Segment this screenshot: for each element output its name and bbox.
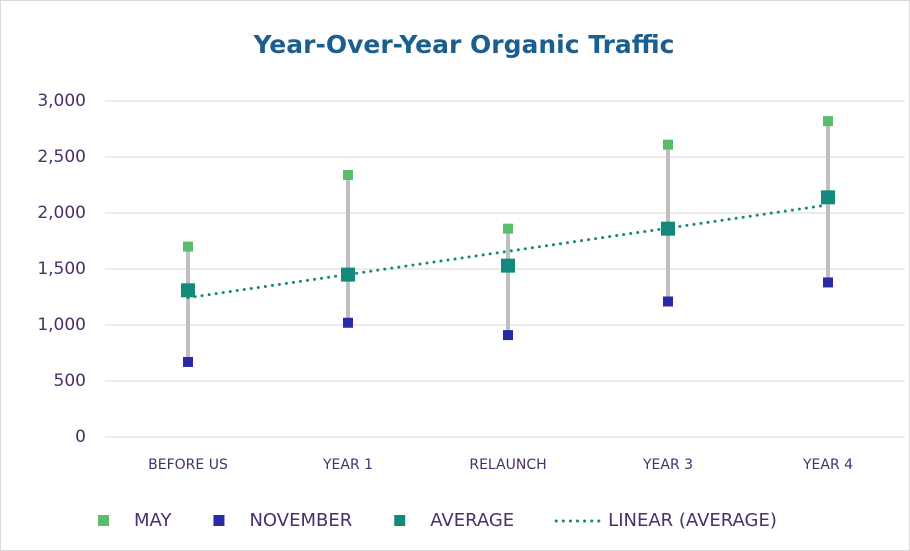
- marker: [341, 267, 355, 282]
- legend-label: AVERAGE: [430, 510, 514, 531]
- marker: [663, 139, 673, 150]
- marker: [343, 169, 353, 180]
- marker: [183, 241, 193, 252]
- x-tick-label: YEAR 1: [322, 457, 373, 473]
- trendline: [186, 204, 824, 300]
- x-tick-label: YEAR 4: [802, 457, 853, 473]
- y-tick-label: 2,500: [37, 147, 86, 167]
- marker: [823, 116, 833, 127]
- legend-swatch: [213, 515, 225, 526]
- marker: [183, 356, 193, 367]
- marker: [503, 330, 513, 341]
- marker: [343, 317, 353, 328]
- legend-swatch: [394, 515, 406, 526]
- legend-label: NOVEMBER: [249, 510, 352, 531]
- y-tick-label: 1,500: [37, 259, 86, 279]
- marker: [663, 296, 673, 307]
- marker: [181, 283, 195, 298]
- y-tick-label: 3,000: [37, 91, 86, 111]
- y-tick-label: 0: [75, 427, 86, 447]
- legend-swatch: [98, 515, 109, 526]
- marker: [661, 221, 675, 236]
- chart-title: Year-Over-Year Organic Traffic: [253, 30, 675, 59]
- x-tick-label: RELAUNCH: [469, 457, 546, 473]
- x-tick-label: YEAR 3: [642, 457, 693, 473]
- legend-label: LINEAR (AVERAGE): [608, 510, 777, 531]
- marker: [501, 258, 515, 273]
- marker: [821, 190, 835, 205]
- y-tick-label: 500: [54, 371, 86, 391]
- y-tick-label: 2,000: [37, 203, 86, 223]
- x-tick-label: BEFORE US: [148, 457, 228, 473]
- marker: [503, 223, 513, 234]
- legend-label: MAY: [134, 510, 172, 531]
- y-tick-label: 1,000: [37, 315, 86, 335]
- marker: [823, 277, 833, 288]
